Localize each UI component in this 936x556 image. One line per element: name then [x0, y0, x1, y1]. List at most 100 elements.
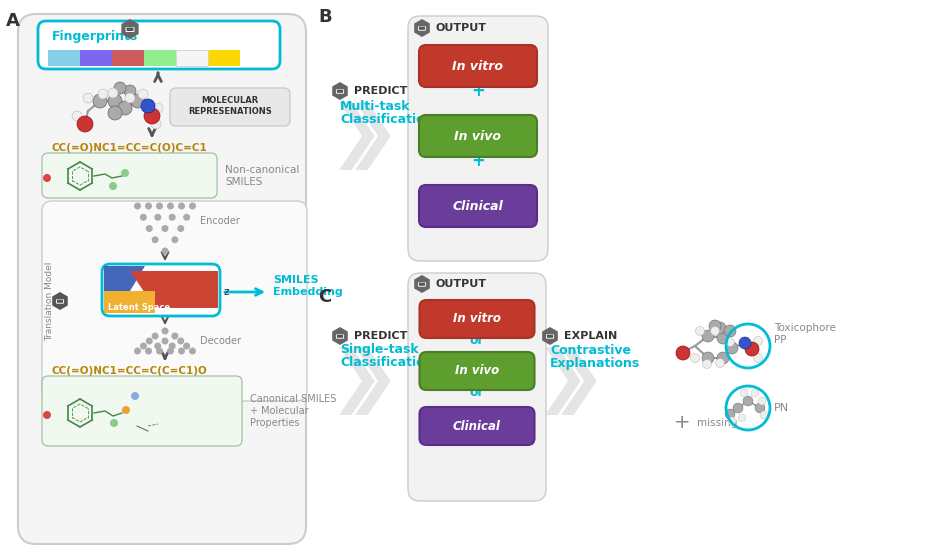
Text: Classification: Classification: [340, 356, 433, 370]
Circle shape: [162, 337, 168, 345]
Circle shape: [152, 236, 158, 244]
Circle shape: [755, 403, 765, 413]
Circle shape: [177, 337, 184, 345]
Circle shape: [162, 327, 168, 335]
FancyBboxPatch shape: [170, 88, 290, 126]
Bar: [144, 50, 176, 66]
Circle shape: [183, 214, 190, 221]
Circle shape: [739, 337, 751, 349]
FancyBboxPatch shape: [419, 185, 537, 227]
Polygon shape: [355, 102, 390, 170]
Text: Contrastive: Contrastive: [550, 344, 631, 356]
Circle shape: [141, 99, 155, 113]
Bar: [80, 50, 112, 66]
Polygon shape: [130, 271, 218, 308]
Text: Explanations: Explanations: [550, 356, 640, 370]
FancyBboxPatch shape: [419, 407, 534, 445]
FancyBboxPatch shape: [102, 264, 220, 316]
Circle shape: [43, 411, 51, 419]
Circle shape: [714, 322, 726, 334]
Circle shape: [717, 332, 729, 344]
FancyBboxPatch shape: [418, 26, 426, 31]
Polygon shape: [415, 19, 430, 37]
FancyBboxPatch shape: [57, 300, 63, 303]
Circle shape: [122, 406, 130, 414]
Circle shape: [154, 342, 161, 350]
Circle shape: [121, 169, 129, 177]
Circle shape: [171, 236, 179, 244]
Circle shape: [167, 348, 174, 355]
Circle shape: [189, 202, 196, 210]
Bar: [48, 50, 80, 66]
Text: EXPLAIN: EXPLAIN: [564, 331, 617, 341]
FancyBboxPatch shape: [418, 282, 426, 287]
Circle shape: [109, 182, 117, 190]
FancyBboxPatch shape: [418, 27, 425, 30]
Circle shape: [125, 93, 135, 103]
FancyBboxPatch shape: [337, 90, 344, 93]
Circle shape: [152, 332, 158, 340]
Text: Single-task: Single-task: [340, 344, 418, 356]
FancyBboxPatch shape: [42, 153, 217, 198]
FancyBboxPatch shape: [408, 273, 546, 501]
Circle shape: [134, 348, 141, 355]
Text: A: A: [6, 12, 20, 30]
Bar: [176, 50, 208, 66]
Bar: [112, 50, 144, 66]
Circle shape: [98, 89, 108, 99]
Polygon shape: [561, 347, 597, 415]
Text: Non-canonical
SMILES: Non-canonical SMILES: [225, 165, 300, 187]
Circle shape: [77, 116, 93, 132]
Circle shape: [703, 360, 711, 369]
Text: PN: PN: [774, 403, 789, 413]
FancyBboxPatch shape: [125, 27, 135, 32]
Circle shape: [189, 348, 196, 355]
Circle shape: [760, 411, 768, 419]
FancyBboxPatch shape: [56, 299, 64, 304]
Circle shape: [710, 326, 720, 335]
Text: MOLECULAR
REPRESENATIONS: MOLECULAR REPRESENATIONS: [188, 96, 271, 116]
Circle shape: [702, 330, 714, 342]
Circle shape: [728, 417, 736, 425]
FancyBboxPatch shape: [336, 89, 344, 94]
Text: Decoder: Decoder: [200, 336, 241, 346]
FancyBboxPatch shape: [18, 14, 306, 544]
Polygon shape: [104, 266, 145, 291]
Circle shape: [93, 94, 107, 108]
Polygon shape: [542, 327, 558, 345]
Polygon shape: [545, 347, 580, 415]
Text: Encoder: Encoder: [200, 216, 240, 226]
Circle shape: [124, 85, 136, 97]
Circle shape: [156, 202, 163, 210]
Circle shape: [146, 337, 153, 345]
Text: OUTPUT: OUTPUT: [436, 279, 487, 289]
Circle shape: [138, 89, 148, 99]
Circle shape: [738, 414, 746, 422]
FancyBboxPatch shape: [419, 300, 534, 338]
FancyBboxPatch shape: [547, 335, 553, 338]
FancyBboxPatch shape: [126, 27, 134, 31]
Bar: [208, 50, 240, 66]
Circle shape: [743, 396, 753, 406]
Text: z: z: [224, 287, 229, 297]
Polygon shape: [415, 275, 430, 293]
Circle shape: [725, 337, 735, 346]
Circle shape: [676, 346, 690, 360]
Circle shape: [726, 342, 738, 354]
Circle shape: [144, 108, 160, 124]
Polygon shape: [104, 291, 155, 313]
Text: OUTPUT: OUTPUT: [436, 23, 487, 33]
Text: In vivo: In vivo: [455, 130, 502, 142]
Text: +: +: [471, 82, 485, 100]
Text: In vitro: In vitro: [453, 312, 501, 325]
Circle shape: [108, 94, 122, 108]
FancyBboxPatch shape: [336, 334, 344, 339]
FancyBboxPatch shape: [419, 45, 537, 87]
Text: PREDICT: PREDICT: [354, 331, 407, 341]
Polygon shape: [332, 327, 348, 345]
Text: C: C: [318, 288, 331, 306]
Circle shape: [156, 348, 163, 355]
Polygon shape: [339, 102, 374, 170]
Circle shape: [146, 225, 153, 232]
Circle shape: [758, 397, 766, 405]
